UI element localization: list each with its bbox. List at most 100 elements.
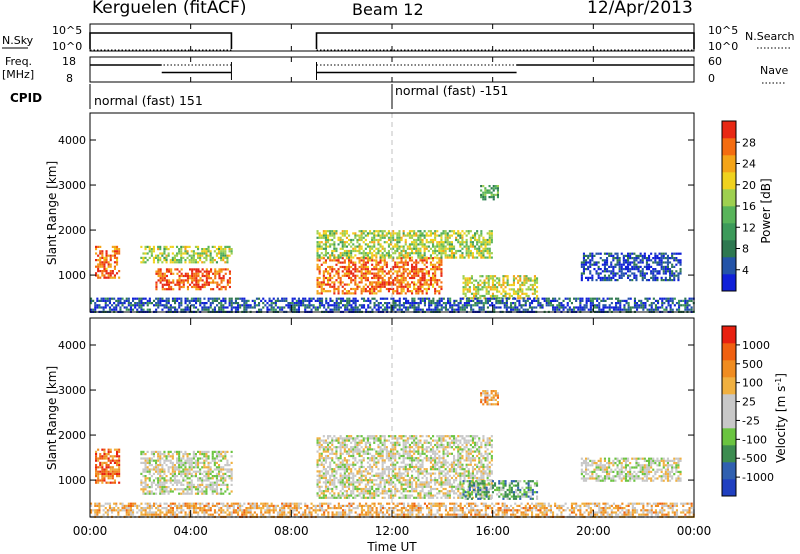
cell-2 (345, 437, 348, 440)
cell-8 (505, 299, 508, 302)
cell-8 (661, 297, 664, 300)
cell-7 (580, 261, 583, 264)
cell-4 (488, 254, 491, 257)
cell-8 (144, 302, 147, 305)
cell-2 (354, 468, 357, 471)
cell-1 (152, 479, 155, 482)
cell-0 (116, 252, 119, 255)
cell-8 (335, 304, 338, 307)
cell-2 (350, 470, 353, 473)
cell-8 (163, 304, 166, 307)
cell-1 (184, 459, 187, 462)
cell-1 (176, 245, 179, 248)
cell-0 (99, 479, 102, 482)
cell-5 (506, 281, 509, 284)
cell-3 (427, 257, 430, 260)
cell-1 (205, 450, 208, 453)
cell-8 (232, 302, 235, 305)
cell-3 (354, 270, 357, 273)
cell-3 (417, 281, 420, 284)
cell-7 (587, 276, 590, 279)
cell-3 (352, 263, 355, 266)
cell-8 (386, 304, 389, 307)
cell-2 (180, 281, 183, 284)
cell-5 (487, 292, 490, 295)
cell-1 (190, 457, 193, 460)
cell-1 (144, 479, 147, 482)
cell-1 (224, 479, 227, 482)
cell-7 (597, 268, 600, 271)
cell-3 (322, 281, 325, 284)
cell-8 (678, 306, 681, 309)
cell-1 (148, 477, 151, 480)
cell-2 (224, 288, 227, 291)
cell-0 (107, 265, 110, 268)
cell-4 (442, 245, 445, 248)
cell-4 (434, 238, 437, 242)
cell-8 (493, 308, 496, 311)
cell-5 (462, 288, 465, 291)
cell-2 (201, 268, 204, 271)
cell-1 (203, 252, 206, 255)
cell-1 (222, 248, 225, 251)
colorbar-swatch-4 (722, 206, 736, 224)
cell-8 (203, 308, 206, 311)
cell-1 (209, 252, 212, 255)
cell-8 (220, 299, 223, 302)
cell-8 (388, 306, 391, 309)
cell-3 (375, 276, 378, 280)
cell-4 (392, 234, 395, 237)
cell-3 (331, 259, 334, 262)
cell-5 (496, 294, 499, 298)
cell-3 (408, 259, 411, 262)
cell-2 (178, 285, 181, 289)
cell-2 (341, 446, 344, 449)
cell-1 (163, 477, 166, 480)
cell-0 (97, 448, 100, 451)
cell-4 (425, 245, 428, 248)
cell-8 (339, 302, 342, 305)
cell-1 (152, 261, 155, 264)
cell-1 (190, 459, 193, 462)
cell-8 (678, 304, 681, 307)
cell-2 (360, 474, 363, 477)
cell-8 (531, 302, 534, 305)
cell-0 (97, 270, 100, 273)
cell-1 (220, 470, 223, 473)
cell-8 (642, 308, 645, 311)
cell-0 (113, 448, 116, 451)
cell-4 (457, 238, 460, 242)
cell-4 (467, 232, 470, 235)
cell-3 (377, 276, 380, 280)
cell-0 (109, 450, 112, 453)
cell-8 (228, 299, 231, 302)
cell-3 (438, 261, 441, 264)
cell-8 (220, 308, 223, 311)
cell-1 (207, 475, 210, 478)
cell-3 (333, 281, 336, 284)
cell-3 (339, 261, 342, 264)
cell-1 (180, 488, 183, 491)
cell-4 (396, 247, 399, 250)
cell-1 (184, 492, 187, 495)
cell-1 (171, 483, 174, 486)
cell-7 (622, 261, 625, 264)
cell-2 (195, 283, 198, 286)
cell-8 (384, 308, 387, 311)
cell-2 (176, 279, 179, 282)
cell-4 (335, 232, 338, 235)
cell-8 (476, 304, 479, 307)
cell-3 (402, 270, 405, 273)
cell-8 (266, 306, 269, 309)
cell-2 (329, 468, 332, 471)
cell-3 (327, 265, 330, 269)
cell-8 (96, 299, 99, 302)
cell-2 (180, 272, 183, 275)
cell-4 (419, 243, 422, 246)
cell-3 (406, 263, 409, 266)
cell-4 (432, 241, 435, 244)
cell-2 (350, 490, 353, 493)
cell-2 (210, 268, 213, 271)
cell-4 (463, 232, 466, 235)
cell-3 (320, 290, 323, 293)
